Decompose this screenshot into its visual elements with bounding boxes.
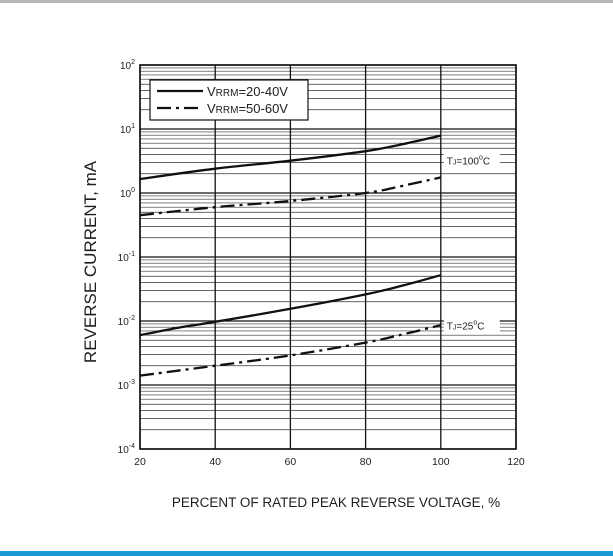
y-tick-label: 10-4 [118, 443, 135, 456]
x-axis-label: PERCENT OF RATED PEAK REVERSE VOLTAGE, % [172, 495, 500, 510]
series-line-vrrm-20-40v [139, 134, 442, 181]
plot-frame [139, 64, 517, 450]
x-tick-label: 120 [507, 456, 525, 468]
grid [139, 64, 517, 450]
x-tick-label: 40 [209, 456, 221, 468]
series-line-vrrm-50-60v [139, 324, 442, 377]
y-tick-label: 10-3 [118, 379, 135, 392]
temperature-annotation: TJ=25oC [447, 320, 485, 333]
legend-label-vrrm-20-40v: VRRM=20-40V [207, 84, 288, 99]
bottom-border [0, 551, 613, 556]
annotations: TJ=100oC TJ=25oC [443, 152, 500, 333]
x-tick-label: 80 [360, 456, 372, 468]
y-tick-label: 10-1 [118, 251, 135, 264]
series-line-vrrm-50-60v [139, 176, 442, 217]
axes: 20 40 60 80 100 120 10-4 10-3 10-2 10-1 100 101 102 [118, 59, 525, 468]
y-tick-label: 101 [120, 123, 135, 136]
annotation-background [443, 152, 500, 168]
temperature-annotation: TJ=100oC [447, 155, 490, 168]
legend: VRRM=20-40V VRRM=50-60V [149, 79, 309, 121]
top-border [0, 0, 613, 3]
x-tick-label: 100 [432, 456, 450, 468]
x-tick-label: 60 [285, 456, 297, 468]
annotation-background [443, 317, 500, 333]
series-layer [139, 134, 442, 377]
legend-box [149, 79, 309, 121]
x-tick-label: 20 [134, 456, 146, 468]
y-tick-label: 100 [120, 187, 135, 200]
y-tick-label: 102 [120, 59, 135, 72]
series-line-vrrm-20-40v [139, 274, 442, 337]
y-axis-label: REVERSE CURRENT, mA [81, 160, 100, 363]
legend-label-vrrm-50-60v: VRRM=50-60V [207, 101, 288, 116]
y-tick-label: 10-2 [118, 315, 135, 328]
